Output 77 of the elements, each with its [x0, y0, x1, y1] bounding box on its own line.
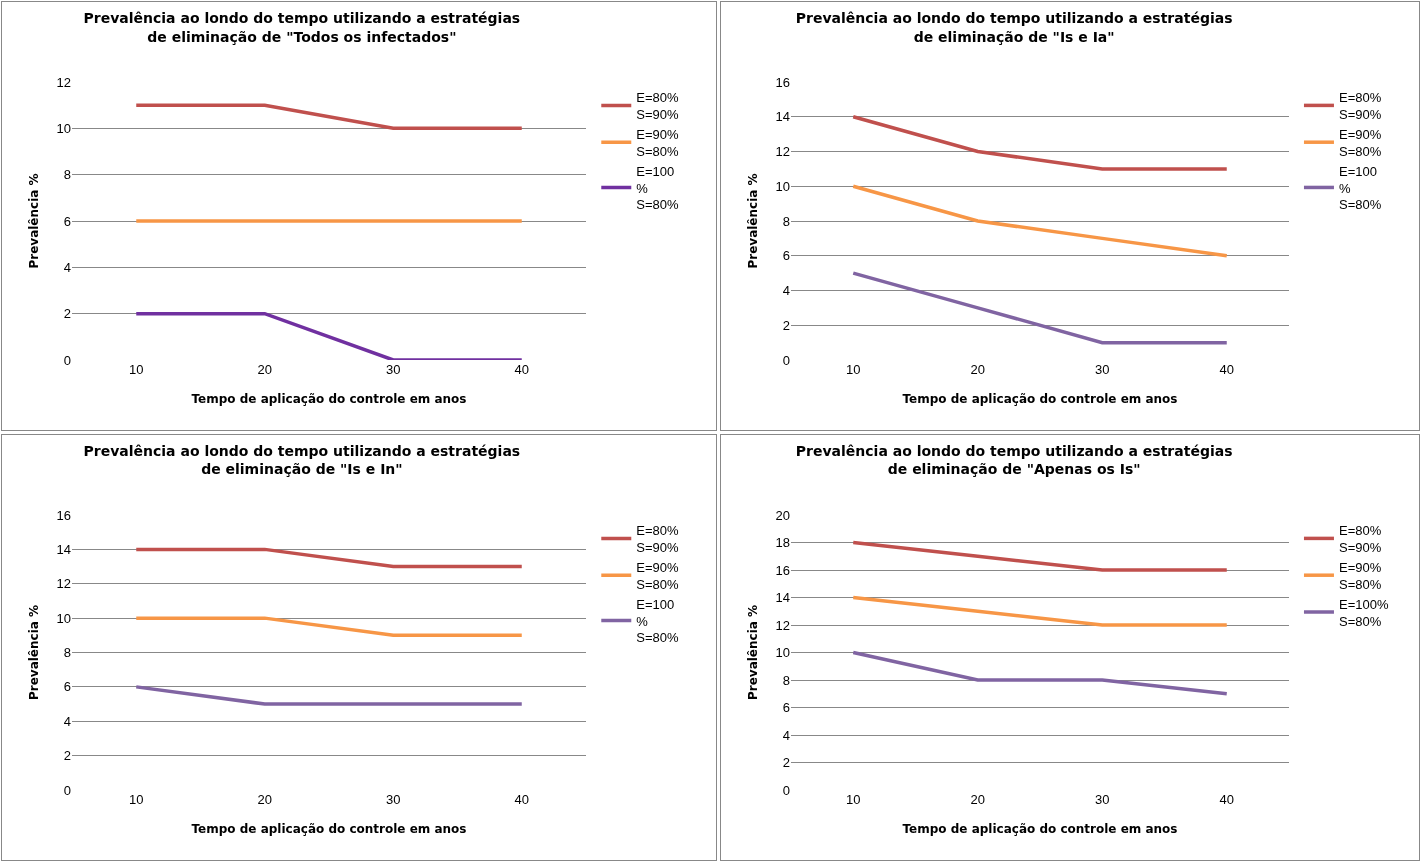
y-tick-label: 14 — [775, 109, 790, 125]
chart-title: Prevalência ao londo do tempo utilizando a estratégias de eliminação de "Is e In" — [83, 443, 521, 478]
x-tick-label: 20 — [970, 362, 985, 377]
y-tick-label: 0 — [782, 352, 790, 368]
y-tick-label: 6 — [782, 248, 790, 264]
y-axis-title: Prevalência % — [27, 604, 41, 701]
x-axis-title: Tempo de aplicação do controle em anos — [191, 391, 467, 406]
x-tick-label: 40 — [1219, 792, 1234, 807]
chart-title: Prevalência ao londo do tempo utilizando a estratégias de eliminação de "Todos os infectados" — [83, 10, 521, 45]
y-tick-label: 8 — [782, 213, 790, 229]
legend-label: E=100% S=80% — [1338, 596, 1389, 629]
y-tick-label: 2 — [782, 317, 790, 333]
legend-label: E=90% S=80% — [1338, 559, 1382, 592]
y-axis-title: Prevalência % — [27, 173, 41, 269]
y-tick-label: 20 — [775, 507, 790, 523]
y-tick-label: 0 — [63, 352, 71, 368]
y-tick-label: 0 — [782, 782, 790, 798]
y-tick-label: 12 — [56, 74, 71, 90]
x-axis-title: Tempo de aplicação do controle em anos — [191, 821, 467, 836]
y-tick-label: 2 — [782, 755, 790, 771]
y-tick-label: 8 — [782, 672, 790, 688]
x-tick-label: 10 — [129, 362, 144, 377]
x-tick-label: 40 — [1219, 362, 1234, 377]
x-tick-label: 40 — [514, 362, 529, 377]
legend-label: E=100 % S=80% — [636, 163, 679, 213]
x-axis-title: Tempo de aplicação do controle em anos — [902, 391, 1178, 406]
x-tick-label: 20 — [257, 362, 272, 377]
line-series — [851, 184, 1229, 258]
y-tick-label: 10 — [56, 610, 71, 626]
legend-label: E=90% S=80% — [636, 126, 679, 159]
legend-label: E=80% S=90% — [636, 90, 679, 122]
x-tick-label: 10 — [846, 362, 861, 377]
legend-label: E=80% S=90% — [636, 523, 679, 555]
y-tick-label: 4 — [782, 727, 790, 743]
x-tick-label: 10 — [846, 792, 861, 807]
y-tick-label: 8 — [63, 167, 71, 183]
legend-label: E=80% S=90% — [1338, 90, 1382, 122]
y-tick-label: 4 — [63, 713, 71, 729]
chart-title: Prevalência ao londo do tempo utilizando a estratégias de eliminação de "Apenas os Is" — [795, 443, 1233, 478]
legend-label: E=90% S=80% — [636, 559, 679, 592]
y-tick-label: 10 — [775, 645, 790, 661]
y-tick-label: 0 — [63, 782, 71, 798]
y-tick-label: 6 — [63, 679, 71, 695]
x-tick-label: 40 — [514, 792, 529, 807]
y-tick-label: 12 — [775, 617, 790, 633]
x-axis-title: Tempo de aplicação do controle em anos — [902, 821, 1178, 836]
y-tick-label: 14 — [775, 590, 790, 606]
legend-label: E=90% S=80% — [1338, 126, 1382, 159]
y-axis-title: Prevalência % — [746, 604, 760, 701]
x-tick-label: 20 — [970, 792, 985, 807]
x-tick-label: 30 — [1095, 792, 1110, 807]
y-tick-label: 16 — [775, 562, 790, 578]
y-axis-title: Prevalência % — [746, 173, 760, 269]
y-tick-label: 2 — [63, 748, 71, 764]
y-tick-label: 8 — [63, 645, 71, 661]
y-tick-label: 4 — [782, 283, 790, 299]
x-tick-label: 10 — [129, 792, 144, 807]
y-tick-label: 16 — [56, 507, 71, 523]
legend-label: E=80% S=90% — [1338, 523, 1382, 555]
legend-label: E=100 % S=80% — [1338, 163, 1382, 213]
y-tick-label: 2 — [63, 306, 71, 322]
y-tick-label: 16 — [775, 74, 790, 90]
y-tick-label: 12 — [775, 144, 790, 160]
legend-label: E=100 % S=80% — [636, 596, 679, 646]
y-tick-label: 18 — [775, 535, 790, 551]
chart-title: Prevalência ao londo do tempo utilizando a estratégias de eliminação de "Is e Ia" — [795, 10, 1233, 45]
x-tick-label: 30 — [1095, 362, 1110, 377]
y-tick-label: 10 — [56, 120, 71, 136]
y-tick-label: 14 — [56, 541, 71, 557]
y-tick-label: 6 — [782, 700, 790, 716]
y-tick-label: 6 — [63, 213, 71, 229]
y-tick-label: 10 — [775, 178, 790, 194]
x-tick-label: 30 — [386, 362, 401, 377]
y-tick-label: 12 — [56, 576, 71, 592]
y-tick-label: 4 — [63, 259, 71, 275]
x-tick-label: 20 — [257, 792, 272, 807]
x-tick-label: 30 — [386, 792, 401, 807]
